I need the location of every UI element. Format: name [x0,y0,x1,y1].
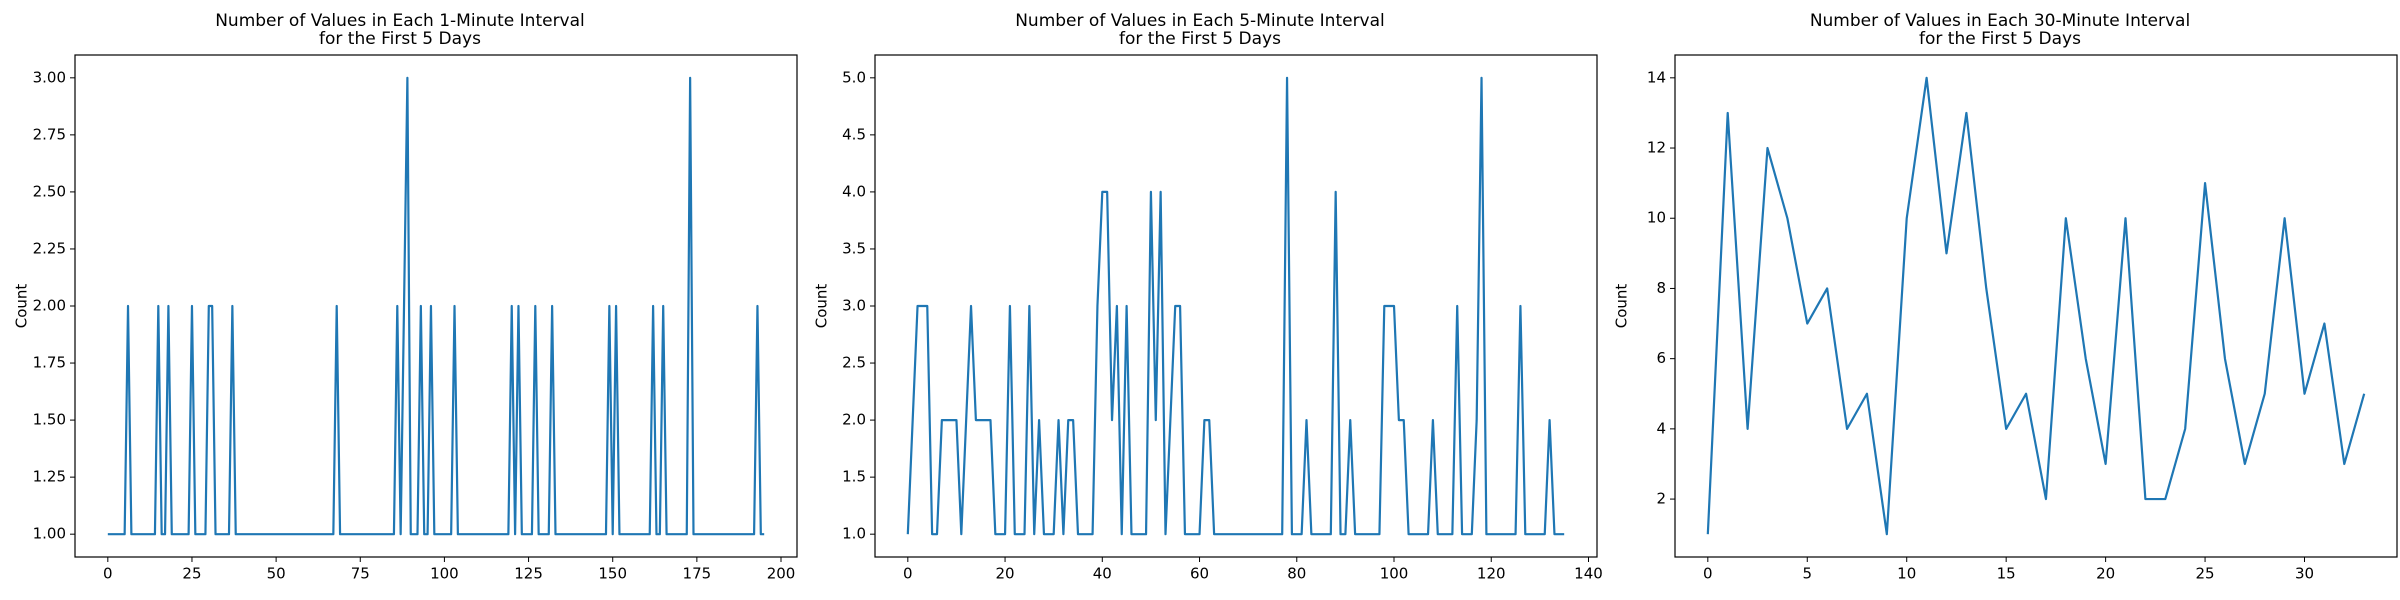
y-tick-label: 2.50 [33,182,66,200]
x-tick-label: 30 [2295,565,2314,583]
y-tick-label: 3.0 [842,297,866,315]
x-tick-label: 10 [1897,565,1916,583]
x-tick-label: 200 [767,565,796,583]
x-tick-label: 20 [996,565,1015,583]
x-tick-label: 5 [1802,565,1812,583]
x-tick-label: 140 [1574,565,1603,583]
y-tick-label: 2.75 [33,125,66,143]
chart-title: Number of Values in Each 30-Minute Inter… [1809,11,2191,49]
x-tick-label: 150 [598,565,627,583]
y-tick-label: 2 [1656,490,1666,508]
x-tick-label: 25 [182,565,201,583]
y-tick-label: 4 [1656,419,1666,437]
plot-frame [1674,54,2398,558]
y-tick-label: 3.00 [33,68,66,86]
x-tick-label: 75 [351,565,370,583]
y-axis-label: Count [13,284,31,329]
y-tick-label: 10 [1647,209,1666,227]
x-tick-label: 100 [430,565,459,583]
x-tick-label: 125 [514,565,543,583]
y-tick-label: 4.0 [842,182,866,200]
x-tick-label: 0 [1703,565,1713,583]
y-tick-label: 5.0 [842,68,866,86]
data-line [906,76,1565,536]
x-tick-label: 80 [1287,565,1306,583]
y-tick-label: 14 [1647,68,1666,86]
y-tick-label: 3.5 [842,239,866,257]
x-tick-label: 0 [103,565,113,583]
y-axis-label: Count [1613,284,1631,329]
chart-title: Number of Values in Each 5-Minute Interv… [1015,11,1385,49]
data-line [107,76,765,536]
y-tick-label: 1.50 [33,411,66,429]
y-tick-label: 1.75 [33,354,66,372]
x-tick-label: 0 [903,565,913,583]
y-tick-label: 1.00 [33,525,66,543]
plot-frame [874,54,1598,558]
x-tick-label: 50 [267,565,286,583]
x-tick-label: 20 [2096,565,2115,583]
y-tick-label: 2.25 [33,239,66,257]
y-tick-label: 8 [1656,279,1666,297]
x-tick-label: 15 [1997,565,2016,583]
y-tick-label: 1.0 [842,525,866,543]
y-tick-label: 2.0 [842,411,866,429]
x-tick-label: 120 [1477,565,1506,583]
data-line [1706,76,2366,536]
plot-frame [74,54,798,558]
y-axis-label: Count [813,284,831,329]
y-tick-label: 2.5 [842,354,866,372]
y-tick-label: 6 [1656,349,1666,367]
chart-title: Number of Values in Each 1-Minute Interv… [215,11,585,49]
x-tick-label: 25 [2196,565,2215,583]
y-tick-label: 2.00 [33,297,66,315]
x-tick-label: 175 [683,565,712,583]
x-tick-label: 40 [1093,565,1112,583]
y-tick-label: 1.25 [33,468,66,486]
y-tick-label: 1.5 [842,468,866,486]
y-tick-label: 4.5 [842,125,866,143]
y-tick-label: 12 [1647,139,1666,157]
x-tick-label: 100 [1380,565,1409,583]
x-tick-label: 60 [1190,565,1209,583]
